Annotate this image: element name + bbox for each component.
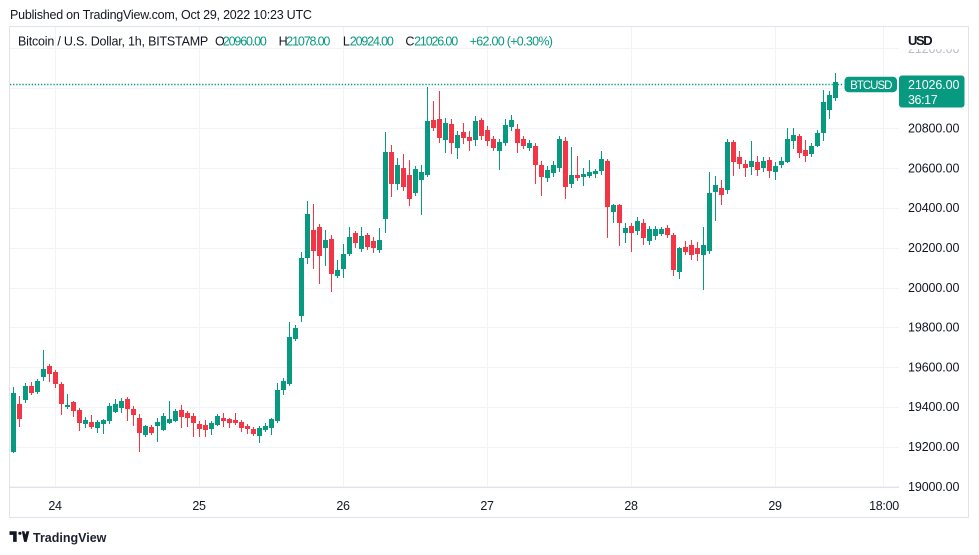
svg-text:Bitcoin / U.S. Dollar, 1h, BIT: Bitcoin / U.S. Dollar, 1h, BITSTAMP O2096… xyxy=(18,35,553,49)
svg-text:20200.00: 20200.00 xyxy=(908,241,959,255)
svg-text:29: 29 xyxy=(768,499,782,513)
svg-text:19200.00: 19200.00 xyxy=(908,440,959,454)
svg-text:19600.00: 19600.00 xyxy=(908,360,959,374)
svg-text:19000.00: 19000.00 xyxy=(908,480,959,494)
svg-text:25: 25 xyxy=(192,499,206,513)
svg-text:TradingView: TradingView xyxy=(33,531,107,545)
svg-text:Published on TradingView.com,: Published on TradingView.com, Oct 29, 20… xyxy=(10,8,312,22)
svg-text:36:17: 36:17 xyxy=(908,93,938,107)
svg-text:20600.00: 20600.00 xyxy=(908,161,959,175)
svg-text:27: 27 xyxy=(480,499,494,513)
svg-text:20400.00: 20400.00 xyxy=(908,201,959,215)
svg-text:19800.00: 19800.00 xyxy=(908,321,959,335)
svg-text:20000.00: 20000.00 xyxy=(908,281,959,295)
svg-text:18:00: 18:00 xyxy=(869,499,899,513)
svg-text:BTCUSD: BTCUSD xyxy=(850,80,892,92)
svg-text:20800.00: 20800.00 xyxy=(908,122,959,136)
svg-text:28: 28 xyxy=(624,499,638,513)
svg-text:19400.00: 19400.00 xyxy=(908,400,959,414)
svg-text:USD: USD xyxy=(908,33,932,48)
svg-text:21026.00: 21026.00 xyxy=(908,78,959,92)
svg-text:24: 24 xyxy=(48,499,62,513)
svg-text:26: 26 xyxy=(336,499,350,513)
